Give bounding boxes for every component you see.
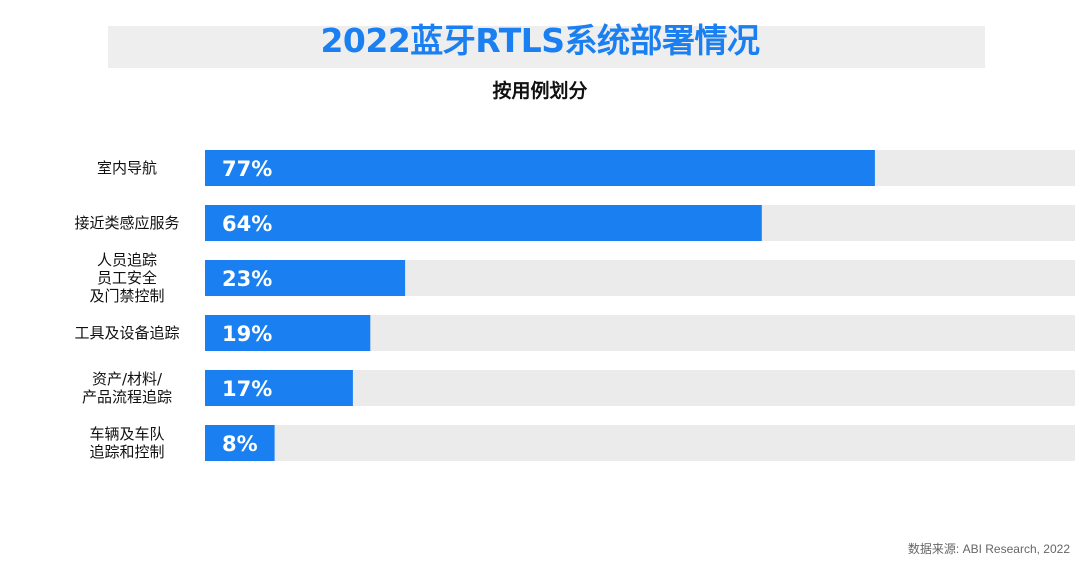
category-label: 工具及设备追踪 — [74, 324, 179, 342]
category-label: 产品流程追踪 — [82, 388, 172, 406]
bar — [205, 260, 406, 296]
bar — [205, 425, 275, 461]
category-label: 及门禁控制 — [89, 287, 164, 305]
category-label: 人员追踪 — [97, 251, 157, 269]
category-label: 接近类感应服务 — [74, 214, 179, 232]
bar-track — [205, 425, 1075, 461]
bar — [205, 370, 353, 406]
category-label: 员工安全 — [97, 269, 157, 287]
data-label: 19% — [222, 322, 272, 346]
category-label: 室内导航 — [97, 159, 157, 177]
category-label: 车辆及车队 — [89, 425, 164, 443]
chart-title: 2022蓝牙RTLS系统部署情况 — [320, 21, 760, 60]
category-label: 追踪和控制 — [89, 443, 164, 461]
bar — [205, 205, 762, 241]
bar — [205, 315, 371, 351]
data-label: 8% — [222, 432, 258, 456]
category-label: 资产/材料/ — [92, 370, 163, 388]
bar — [205, 150, 875, 186]
data-label: 77% — [222, 157, 272, 181]
data-label: 64% — [222, 212, 272, 236]
source-note: 数据来源: ABI Research, 2022 — [907, 542, 1070, 556]
title-band — [108, 26, 985, 68]
data-label: 23% — [222, 267, 272, 291]
chart-subtitle: 按用例划分 — [492, 80, 588, 102]
data-label: 17% — [222, 377, 272, 401]
